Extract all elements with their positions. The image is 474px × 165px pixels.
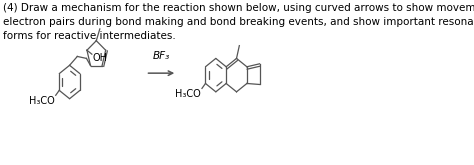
Text: H₃CO: H₃CO: [175, 89, 201, 99]
Text: BF₃: BF₃: [153, 51, 170, 61]
Text: (4) Draw a mechanism for the reaction shown below, using curved arrows to show m: (4) Draw a mechanism for the reaction sh…: [3, 3, 474, 41]
Text: H₃CO: H₃CO: [28, 96, 55, 106]
Text: OH: OH: [92, 53, 108, 63]
